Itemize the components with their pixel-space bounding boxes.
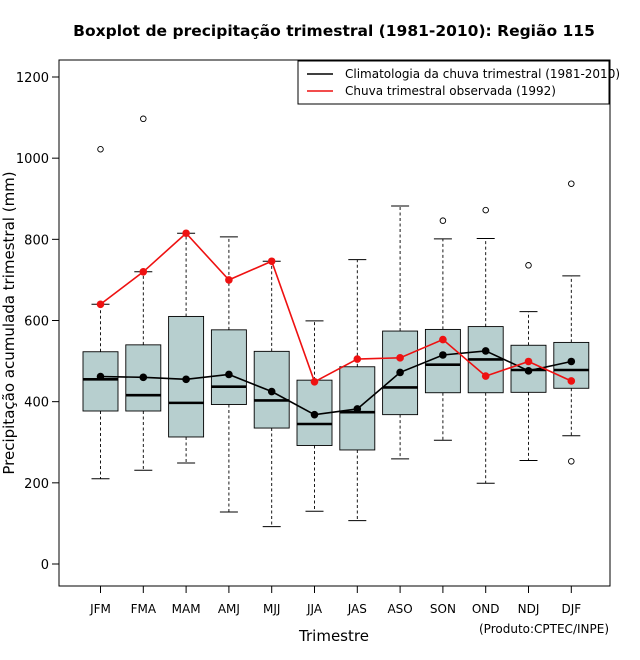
y-tick-label: 600 — [24, 315, 49, 330]
outlier-point-fma — [140, 115, 147, 123]
series-point-climatologia-ond — [481, 347, 490, 355]
legend-label-observada: Chuva trimestral observada (1992) — [345, 84, 556, 98]
series-point-observada-jja — [310, 377, 319, 386]
series-point-climatologia-jfm — [96, 372, 105, 381]
series-point-observada-ndj — [524, 357, 533, 366]
x-axis-title: Trimestre — [298, 627, 369, 645]
box-jfm — [82, 351, 119, 412]
plot-area: 0 200 400 600 800 1000 1200 JFM FMA MAM AMJ MJJ JJA J… — [16, 71, 590, 616]
series-point-observada-jfm — [96, 300, 105, 309]
outlier-point-ndj — [525, 262, 532, 269]
credit-label: (Produto:CPTEC/INPE) — [479, 622, 609, 636]
y-tick-label: 400 — [24, 396, 49, 411]
series-point-observada-amj — [225, 276, 233, 284]
series-point-observada-ond — [481, 372, 490, 380]
series-point-climatologia-amj — [225, 370, 233, 379]
y-axis-title: Precipitação acumulada trimestral (mm) — [0, 171, 18, 474]
series-point-climatologia-ndj — [524, 367, 533, 375]
series-point-climatologia-fma — [139, 373, 148, 382]
x-tick-label-ond: OND — [472, 602, 500, 616]
y-tick-label: 200 — [24, 477, 49, 492]
series-point-climatologia-mam — [182, 375, 190, 384]
series-point-climatologia-jas — [353, 405, 362, 413]
x-tick-label-jfm: JFM — [89, 602, 111, 616]
x-tick-label-jja: JJA — [306, 602, 323, 616]
x-tick-label-jas: JAS — [347, 602, 367, 616]
plot-frame — [58, 59, 611, 587]
series-point-observada-mam — [182, 229, 190, 238]
x-tick-label-amj: AMJ — [218, 602, 240, 616]
legend-label-climatologia: Climatologia da chuva trimestral (1981-2… — [345, 67, 620, 81]
series-point-observada-mjj — [267, 257, 276, 266]
outlier-point-djf — [568, 458, 575, 465]
x-tick-label-mjj: MJJ — [263, 602, 280, 616]
series-point-observada-son — [439, 335, 447, 344]
x-tick-label-mam: MAM — [172, 602, 201, 616]
series-line-climatologia — [100, 350, 572, 416]
y-tick-label: 1200 — [16, 71, 49, 86]
outlier-point-ond — [482, 206, 489, 214]
series-line-observada — [100, 232, 572, 383]
legend: Climatologia da chuva trimestral (1981-2… — [297, 60, 620, 105]
legend-box — [297, 60, 610, 105]
x-tick-label-son: SON — [430, 602, 456, 616]
x-tick-label-fma: FMA — [131, 602, 157, 616]
x-tick-label-djf: DJF — [561, 602, 581, 616]
outlier-point-jfm — [97, 145, 104, 153]
series-point-climatologia-son — [439, 351, 447, 359]
y-tick-label: 1000 — [16, 152, 49, 167]
series-point-observada-aso — [396, 354, 404, 362]
box-amj — [210, 329, 247, 405]
y-tick-label: 800 — [24, 233, 49, 248]
series-point-observada-fma — [139, 268, 148, 276]
outlier-point-djf — [568, 180, 575, 187]
box-son — [424, 328, 461, 394]
chart-title: Boxplot de precipitação trimestral (1981… — [73, 22, 595, 40]
outlier-point-son — [439, 217, 447, 224]
series-point-climatologia-jja — [310, 410, 319, 419]
series-point-observada-djf — [567, 377, 576, 385]
x-tick-label-ndj: NDJ — [518, 602, 540, 616]
y-tick-label: 0 — [41, 558, 49, 573]
series-point-climatologia-aso — [396, 368, 404, 377]
series-point-climatologia-djf — [567, 357, 576, 366]
series-point-climatologia-mjj — [267, 387, 276, 396]
x-tick-label-aso: ASO — [387, 602, 412, 616]
series-point-observada-jas — [353, 355, 362, 363]
